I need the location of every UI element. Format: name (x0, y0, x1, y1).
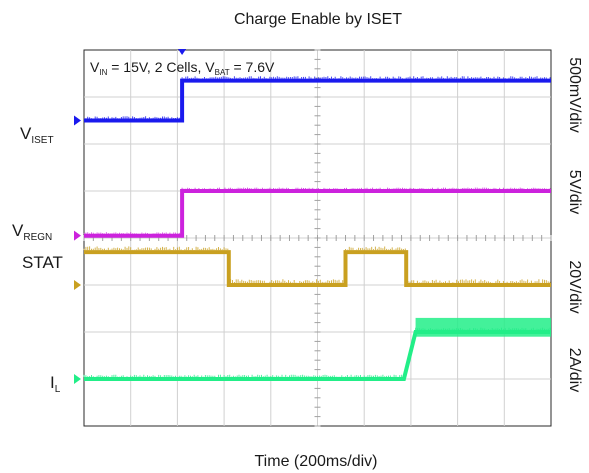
channel-marker-2 (74, 230, 81, 241)
center-ticks (83, 49, 552, 427)
plot-area (83, 49, 552, 427)
channel-marker-1 (74, 115, 81, 126)
conditions-annotation: VIN = 15V, 2 Cells, VBAT = 7.6V (90, 59, 275, 77)
channel-scale-4: 2A/div (566, 348, 583, 392)
channel-scale-2: 5V/div (566, 170, 583, 214)
channel-label-3: STAT (22, 253, 63, 272)
channel-marker-4 (74, 374, 81, 384)
trigger-marker (178, 49, 187, 55)
traces (83, 76, 551, 381)
trace-noise-channel-1 (85, 76, 551, 119)
channel-scale-1: 500mV/div (566, 57, 583, 133)
x-axis-label: Time (200ms/div) (255, 453, 378, 470)
channel-label-2: VREGN (12, 221, 52, 243)
channel-scale-3: 20V/div (566, 260, 583, 313)
trace-channel-3 (84, 250, 551, 287)
trace-channel-4 (84, 330, 551, 381)
channel-scales: 500mV/div 5V/div 20V/div 2A/div (566, 57, 583, 392)
trace-noise-channel-3 (83, 246, 551, 283)
channel-markers (74, 49, 187, 384)
channel-labels: VISET VREGN STAT IL (12, 124, 63, 395)
channel-label-1: VISET (20, 124, 54, 146)
trace-channel-1 (84, 78, 551, 123)
chart-title: Charge Enable by ISET (234, 11, 402, 28)
trace-channel-2 (84, 189, 551, 238)
channel-label-4: IL (50, 373, 61, 395)
channel-marker-3 (74, 280, 81, 290)
trace-noise-channel-4 (83, 327, 551, 377)
